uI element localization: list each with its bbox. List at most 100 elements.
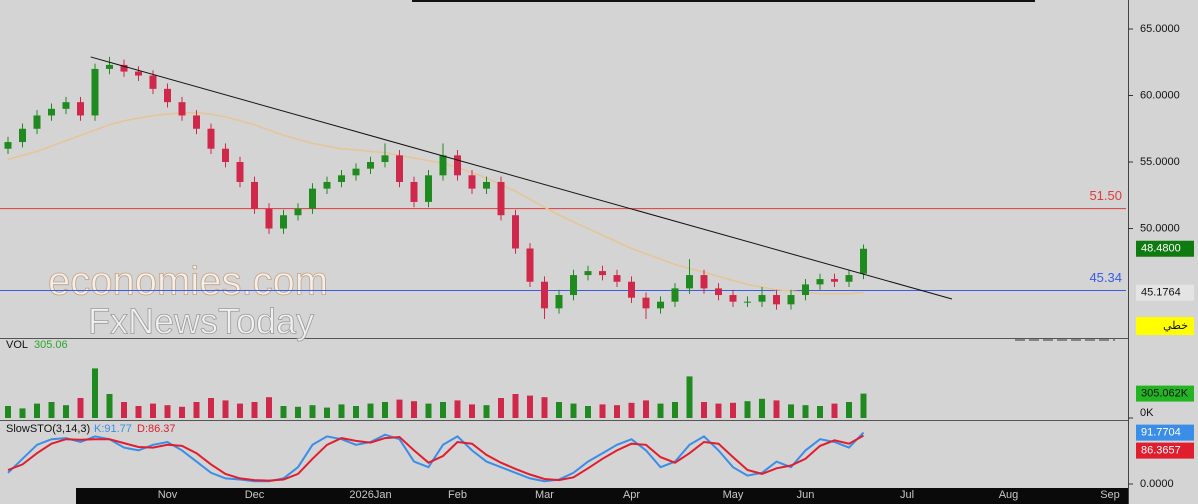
candle-body	[91, 68, 99, 116]
watermark-text: FxNewsToday	[88, 301, 314, 342]
candle-body	[207, 128, 215, 149]
volume-bar	[512, 394, 519, 418]
candle-body	[454, 155, 461, 176]
stochastic-name: SlowSTO(3,14,3)	[6, 423, 90, 435]
candle-body	[816, 279, 824, 285]
y-tick-label: 50.0000	[1140, 222, 1180, 234]
volume-bar	[614, 405, 620, 418]
stochastic-d-readout: D:86.37	[137, 423, 176, 435]
x-tick-label: Nov	[158, 489, 178, 501]
x-tick-label: Sep	[1100, 489, 1120, 501]
candle-body	[33, 115, 41, 129]
candle-body	[280, 215, 287, 229]
volume-bar	[382, 402, 388, 418]
volume-bar	[570, 403, 577, 418]
candle-body	[860, 248, 867, 274]
volume-bar	[280, 406, 287, 418]
volume-bar	[164, 405, 171, 418]
candle-body	[294, 208, 302, 216]
volume-bar	[208, 398, 214, 418]
moving-average	[7, 112, 864, 295]
volume-bar	[150, 403, 156, 418]
candle-body	[512, 215, 519, 249]
candle-body	[555, 295, 563, 309]
stochastic-k-readout: K:91.77	[94, 423, 132, 435]
volume-bar	[715, 403, 722, 418]
volume-bar	[483, 405, 490, 418]
watermark: economies.com FxNewsToday	[48, 259, 329, 342]
volume-bar	[338, 404, 345, 418]
volume-bar	[802, 405, 809, 418]
candle-body	[309, 188, 316, 209]
stochastic-last-label-box	[1136, 442, 1194, 459]
candle-body	[845, 275, 853, 282]
volume-bar	[556, 402, 562, 418]
volume-last-label: 305.062K	[1141, 388, 1189, 400]
last-close-label: 48.4800	[1141, 243, 1181, 255]
volume-bar	[860, 393, 867, 418]
volume-bar	[367, 403, 374, 418]
x-tick-label: May	[723, 489, 744, 501]
candle-body	[526, 248, 534, 282]
volume-bar	[643, 400, 649, 418]
volume-bar	[846, 402, 852, 418]
candle-body	[599, 271, 606, 276]
last-close-label-box	[1136, 240, 1194, 257]
volume-bar	[628, 402, 635, 418]
volume-bar	[759, 398, 765, 418]
level-label: 51.50	[1089, 188, 1122, 203]
volume-bar	[498, 398, 504, 418]
volume-bar	[425, 403, 432, 418]
candle-body	[802, 284, 809, 296]
x-tick-label: Jun	[797, 489, 815, 501]
candle-body	[613, 275, 621, 282]
stochastic-line	[7, 434, 864, 482]
volume-bar	[411, 401, 417, 418]
volume-bar	[121, 402, 127, 418]
candle-body	[700, 275, 708, 289]
candle-body	[222, 148, 229, 163]
volume-bar	[831, 403, 838, 418]
y-tick-label: 65.0000	[1140, 23, 1180, 35]
volume-tick-label: 0K	[1140, 407, 1154, 419]
candle-body	[425, 175, 432, 202]
candle-body	[468, 175, 476, 189]
x-axis-bar	[76, 488, 1128, 504]
volume-bar	[63, 405, 69, 418]
candle-body	[48, 108, 55, 116]
volume-bar	[179, 406, 185, 418]
mode-box	[1136, 317, 1194, 335]
volume-bar	[77, 398, 84, 418]
candle-body	[265, 208, 273, 229]
candle-body	[410, 181, 418, 202]
candle-body	[396, 155, 403, 182]
volume-name: VOL	[6, 339, 28, 351]
volume-bar	[440, 402, 446, 418]
x-tick-label: Apr	[623, 489, 640, 501]
stochastic-last-label-box	[1136, 424, 1194, 441]
candle-body	[497, 181, 505, 216]
candle-body	[744, 301, 751, 303]
candle-body	[686, 275, 693, 289]
volume-bar	[730, 402, 736, 418]
top-bar	[412, 0, 1035, 2]
candle-body	[584, 271, 592, 276]
candle-body	[541, 281, 548, 309]
volume-last-label-box	[1136, 385, 1194, 402]
volume-bar	[454, 400, 461, 418]
x-tick-label: Mar	[535, 489, 554, 501]
volume-bar	[266, 397, 272, 418]
volume-bar	[599, 404, 606, 418]
candle-body	[135, 71, 142, 76]
volume-bar	[222, 400, 229, 418]
volume-bar	[193, 402, 200, 418]
volume-bar	[686, 376, 693, 418]
stochastic-last-label: 91.7704	[1141, 427, 1181, 439]
candle-body	[338, 175, 345, 182]
volume-bar	[5, 406, 11, 418]
candle-body	[439, 155, 447, 176]
candle-body	[367, 162, 374, 169]
candle-body	[251, 181, 258, 209]
